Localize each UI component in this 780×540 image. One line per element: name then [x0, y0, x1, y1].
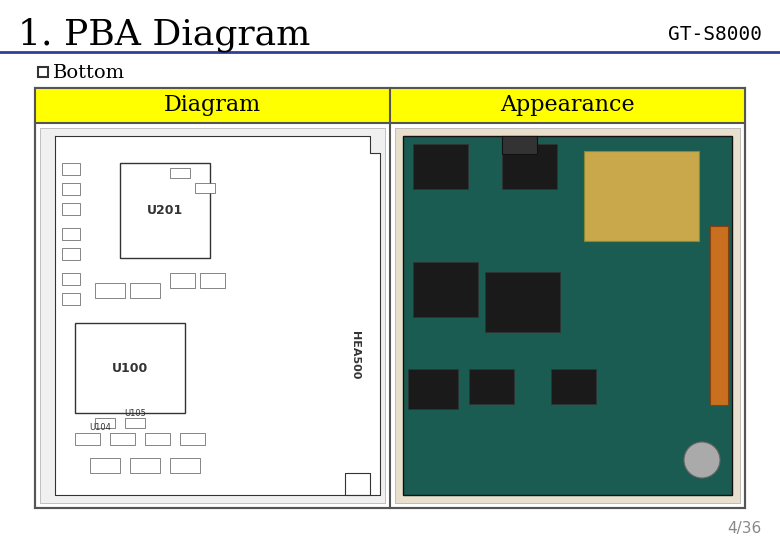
Text: Appearance: Appearance: [500, 94, 635, 117]
Bar: [395, 128, 740, 503]
Bar: [413, 144, 468, 189]
Bar: [710, 226, 728, 405]
Bar: [413, 262, 478, 316]
Text: GT-S8000: GT-S8000: [668, 25, 762, 44]
Bar: [469, 369, 514, 404]
Bar: [35, 88, 390, 123]
Bar: [35, 88, 745, 508]
Bar: [390, 88, 745, 123]
Bar: [125, 418, 145, 428]
Bar: [130, 458, 160, 473]
Bar: [62, 163, 80, 175]
Bar: [502, 136, 537, 154]
Bar: [200, 273, 225, 288]
Bar: [408, 369, 458, 409]
Bar: [75, 323, 185, 413]
Bar: [95, 283, 125, 298]
Bar: [130, 283, 160, 298]
Text: Bottom: Bottom: [53, 64, 125, 82]
Circle shape: [684, 442, 720, 478]
Bar: [95, 418, 115, 428]
Text: 1. PBA Diagram: 1. PBA Diagram: [18, 18, 310, 52]
Bar: [62, 248, 80, 260]
Bar: [170, 168, 190, 178]
Polygon shape: [55, 136, 380, 495]
Bar: [90, 458, 120, 473]
Bar: [195, 183, 215, 193]
Bar: [145, 433, 170, 445]
Bar: [62, 203, 80, 215]
Bar: [170, 458, 200, 473]
Bar: [485, 272, 560, 333]
Bar: [120, 163, 210, 258]
Text: U104: U104: [89, 423, 111, 433]
Bar: [551, 369, 596, 404]
Text: Diagram: Diagram: [164, 94, 261, 117]
Bar: [584, 151, 699, 241]
Bar: [38, 67, 48, 77]
Text: HEA500: HEA500: [350, 332, 360, 380]
Text: U100: U100: [112, 361, 148, 375]
Bar: [40, 128, 385, 503]
Bar: [403, 136, 732, 495]
Bar: [75, 433, 100, 445]
Text: U201: U201: [147, 204, 183, 217]
Bar: [502, 144, 557, 189]
Bar: [180, 433, 205, 445]
Bar: [62, 228, 80, 240]
Bar: [62, 293, 80, 305]
Text: U105: U105: [124, 408, 146, 417]
Bar: [62, 183, 80, 195]
Bar: [110, 433, 135, 445]
Bar: [62, 273, 80, 285]
Bar: [170, 273, 195, 288]
Text: 4/36: 4/36: [728, 521, 762, 536]
